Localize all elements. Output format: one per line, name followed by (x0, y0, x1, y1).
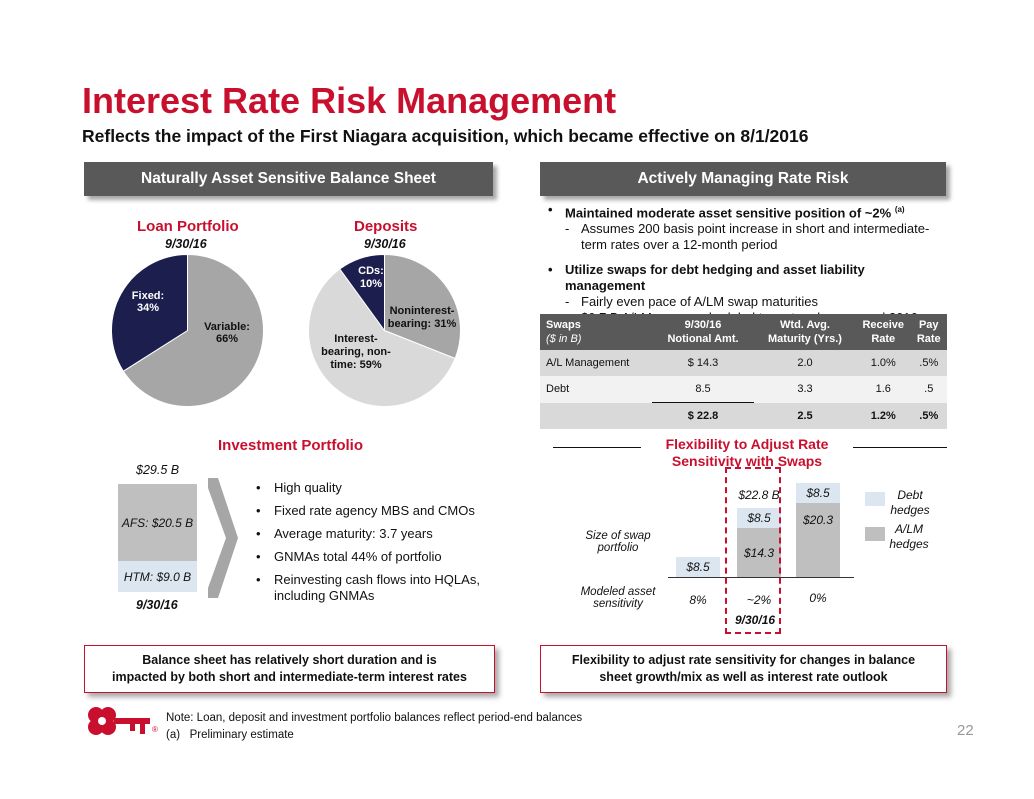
investment-bullets: • High quality • Fixed rate agency MBS and… (256, 480, 486, 604)
legend-debt-swatch (865, 492, 885, 506)
loan-portfolio-title: Loan Portfolio (137, 218, 239, 235)
investment-bullet: • Fixed rate agency MBS and CMOs (256, 503, 475, 518)
legend-debt-label: Debt hedges (890, 488, 930, 517)
investment-afs-bar: AFS: $20.5 B (118, 484, 197, 561)
flexibility-callout: Flexibility to adjust rate sensitivity f… (540, 645, 947, 693)
bar3-debt-hedges: $8.5 (796, 483, 840, 503)
swaps-table: Swaps ($ in B) 9/30/16 Notional Amt. Wtd. … (540, 314, 947, 429)
flex-title-rule-right (853, 447, 947, 448)
flex-chart-title: Flexibility to Adjust Rate Sensitivity wi… (665, 436, 829, 469)
investment-portfolio-title: Investment Portfolio (218, 437, 364, 454)
investment-bullet-continued: including GNMAs (274, 588, 375, 603)
investment-bullet: • GNMAs total 44% of portfolio (256, 549, 442, 564)
investment-htm-bar: HTM: $9.0 B (118, 561, 197, 592)
table-total-row: $ 22.8 2.5 1.2% .5% (540, 402, 947, 429)
sensitivity-bar2: ~2% (746, 593, 772, 607)
sensitivity-bar1: 8% (689, 593, 707, 607)
loan-portfolio-date: 9/30/16 (165, 237, 207, 251)
swaps-table-header: Swaps ($ in B) 9/30/16 Notional Amt. Wtd. … (540, 314, 947, 350)
balance-sheet-callout: Balance sheet has relatively short durat… (84, 645, 495, 693)
swaps-subbullet: - Fairly even pace of A/LM swap maturitie… (565, 294, 818, 310)
loan-portfolio-pie (111, 253, 264, 407)
bar1-debt-hedges: $8.5 (676, 557, 720, 577)
key-logo-icon (88, 707, 150, 735)
deposits-slice-cds (339, 253, 385, 333)
table-row: A/L Management $ 14.3 2.0 1.0% .5% (540, 350, 947, 376)
bar2-total-label: $22.8 B (738, 488, 780, 502)
footnote-note: Note: Loan, deposit and investment portf… (166, 712, 583, 724)
investment-date: 9/30/16 (136, 598, 178, 612)
right-bullets: • Maintained moderate asset sensitive po… (548, 202, 948, 326)
deposits-slice-interest-bearing (308, 268, 456, 407)
page-number: 22 (957, 722, 974, 739)
size-of-swap-label: Size of swap portfolio (585, 530, 651, 554)
page-title: Interest Rate Risk Management (82, 80, 617, 121)
loan-fixed-label: Fixed: 34% (131, 290, 165, 314)
registered-mark: ® (152, 725, 158, 734)
rate-risk-subbullet: - Assumes 200 basis point increase in sho… (565, 221, 930, 237)
page-subtitle: Reflects the impact of the First Niagara… (82, 126, 809, 146)
rate-risk-subbullet-continued: term rates over a 12-month period (581, 237, 778, 253)
deposits-slice-noninterest (384, 253, 461, 360)
legend-alm-swatch (865, 527, 885, 541)
loan-variable-label: Variable: 66% (204, 321, 250, 345)
swaps-bullet: • Utilize swaps for debt hedging and asse… (548, 262, 865, 294)
left-section-banner: Naturally Asset Sensitive Balance Sheet (84, 162, 493, 196)
flex-title-rule-left (553, 447, 641, 448)
sensitivity-bar3: 0% (809, 591, 827, 605)
flex-chart-date: 9/30/16 (735, 613, 776, 627)
investment-bullet: • High quality (256, 480, 342, 495)
chevron-arrow-icon (208, 478, 238, 598)
right-section-banner: Actively Managing Rate Risk (540, 162, 946, 196)
investment-total: $29.5 B (136, 463, 180, 477)
deposits-title: Deposits (354, 218, 418, 235)
legend-alm-label: A/LM hedges (889, 522, 929, 551)
rate-risk-bullet: • Maintained moderate asset sensitive po… (548, 202, 905, 221)
footnote-a: (a) Preliminary estimate (166, 729, 294, 741)
deposits-noninterest-label: Noninterest-bearing: 31% (387, 305, 457, 330)
deposits-pie (308, 253, 461, 407)
investment-bullet: • Average maturity: 3.7 years (256, 526, 433, 541)
current-period-highlight (725, 467, 781, 634)
bar2-alm-hedges: $14.3 (737, 528, 781, 577)
deposits-cds-label: CDs: 10% (358, 265, 384, 290)
loan-slice-fixed (111, 253, 188, 372)
deposits-interest-bearing-label: Interest-bearing, non-time: 59% (321, 333, 391, 371)
investment-bullet: • Reinvesting cash flows into HQLAs, (256, 572, 480, 587)
bar2-debt-hedges: $8.5 (737, 508, 781, 528)
loan-slice-variable (122, 253, 264, 407)
flex-chart-axis (668, 577, 854, 578)
modeled-sensitivity-label: Modeled asset sensitivity (580, 586, 656, 610)
bar3-alm-hedges: $20.3 (796, 503, 840, 577)
table-row: Debt 8.5 3.3 1.6 .5 (540, 376, 947, 403)
deposits-date: 9/30/16 (364, 237, 406, 251)
